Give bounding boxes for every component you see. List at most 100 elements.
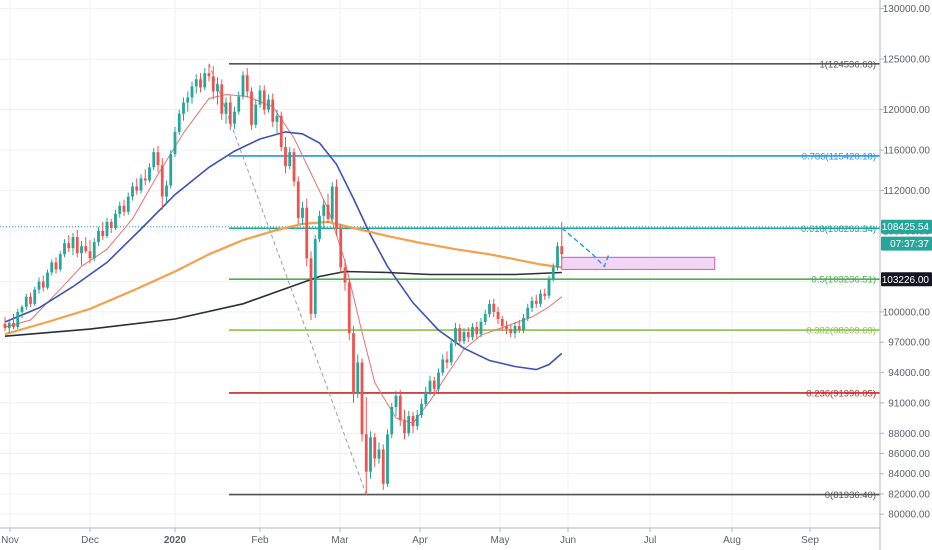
y-tick-label-11: 112000.00	[883, 186, 930, 197]
candle-body-62	[267, 99, 270, 110]
x-tick-label-4: Mar	[331, 535, 349, 546]
y-tick-label-14: 125000.00	[883, 55, 931, 66]
y-tick-label-1: 82000.00	[888, 489, 930, 500]
candle-body-121	[517, 326, 521, 331]
candle-body-112	[479, 322, 483, 335]
price-tag-0: 108425.54	[881, 219, 932, 234]
candle-body-89	[381, 449, 385, 484]
candle-body-2	[12, 323, 15, 328]
candle-body-109	[466, 332, 470, 338]
target-zone	[561, 256, 716, 270]
moving-average-0	[4, 93, 563, 424]
candle-body-44	[190, 86, 194, 98]
x-tick-label-9: Aug	[723, 535, 741, 546]
candle-body-99	[424, 391, 428, 404]
candle-body-108	[462, 332, 466, 342]
grid-layer	[0, 0, 880, 528]
moving-average-1	[4, 131, 563, 371]
x-tick-label-2: 2020	[164, 535, 187, 546]
candle-body-75	[322, 204, 326, 216]
fib-label-1: 1(124536.63)	[819, 59, 876, 70]
candle-body-6	[29, 296, 32, 304]
candle-body-84	[360, 362, 364, 435]
candle-body-27	[118, 205, 122, 214]
candle-body-8	[37, 281, 41, 290]
candle-body-77	[330, 186, 334, 219]
y-tick-label-7: 97000.00	[888, 338, 930, 349]
price-tag-box-2	[881, 272, 932, 287]
candle-body-41	[177, 113, 181, 132]
candle-body-93	[398, 395, 402, 421]
candle-body-106	[454, 328, 457, 344]
candle-body-50	[216, 84, 219, 92]
candle-body-125	[534, 300, 538, 304]
candle-body-64	[275, 115, 279, 122]
candle-body-47	[203, 73, 207, 88]
candle-body-74	[318, 215, 321, 240]
candle-body-56	[241, 75, 245, 97]
candle-body-61	[262, 90, 266, 110]
candle-body-86	[369, 437, 372, 472]
x-tick-label-5: Apr	[412, 535, 428, 546]
candle-body-85	[364, 434, 368, 472]
y-tick-label-5: 91000.00	[888, 398, 930, 409]
y-tick-label-8: 100000.00	[883, 307, 931, 318]
candle-body-126	[539, 293, 542, 304]
y-tick-label-13: 120000.00	[883, 105, 931, 116]
candle-body-52	[224, 102, 228, 114]
y-tick-label-12: 116000.00	[883, 146, 930, 157]
candle-body-128	[547, 278, 551, 296]
x-tick-label-1: Dec	[81, 535, 99, 546]
price-tag-label-0: 108425.54	[882, 222, 930, 233]
candle-body-110	[471, 327, 474, 338]
candle-body-3	[16, 311, 20, 328]
candle-body-66	[284, 147, 287, 167]
candlesticks	[3, 63, 564, 495]
candle-body-73	[313, 239, 317, 314]
candle-body-51	[220, 84, 224, 114]
candle-body-55	[237, 96, 241, 112]
candle-body-40	[173, 131, 177, 155]
candle-body-79	[339, 227, 343, 268]
candle-body-36	[156, 152, 160, 166]
x-tick-label-6: May	[491, 535, 510, 546]
candle-body-91	[390, 406, 394, 435]
candle-body-14	[63, 243, 66, 255]
candle-body-90	[386, 434, 389, 484]
candle-body-70	[301, 207, 304, 218]
candle-body-7	[33, 289, 37, 304]
candle-body-24	[105, 221, 109, 237]
x-tick-label-8: Jul	[644, 535, 657, 546]
candle-body-26	[114, 213, 117, 228]
candle-body-123	[526, 307, 530, 318]
candle-body-42	[182, 102, 185, 114]
candle-body-72	[309, 258, 313, 314]
candle-body-54	[233, 111, 236, 124]
candle-body-45	[194, 79, 198, 87]
candle-body-82	[352, 333, 355, 393]
candle-body-17	[75, 237, 79, 254]
candle-body-18	[80, 246, 83, 254]
x-tick-label-7: Jun	[560, 535, 576, 546]
price-tag-1: 07:37:37	[881, 236, 932, 251]
fib-retracement[interactable]: 1(124536.63) 0.786(115420.18) 0.618(108263…	[229, 59, 880, 501]
candle-body-25	[109, 221, 113, 228]
candle-body-97	[415, 415, 419, 427]
fib-label-0.618: 0.618(108263.34)	[801, 224, 876, 235]
candle-body-119	[509, 329, 513, 334]
candle-body-9	[41, 281, 45, 288]
price-tag-box-0	[881, 219, 932, 234]
candle-body-120	[513, 326, 517, 334]
projection-path	[561, 227, 610, 268]
candle-body-113	[483, 313, 487, 323]
candle-body-68	[292, 152, 296, 182]
candle-body-1	[7, 323, 11, 329]
y-tick-label-3: 86000.00	[888, 449, 930, 460]
candle-body-114	[488, 303, 491, 314]
candle-body-59	[254, 104, 258, 125]
candle-body-129	[551, 267, 555, 279]
x-tick-label-3: Feb	[251, 535, 269, 546]
candle-body-63	[271, 99, 275, 122]
fib-label-0.236: 0.236(91990.05)	[806, 388, 876, 399]
